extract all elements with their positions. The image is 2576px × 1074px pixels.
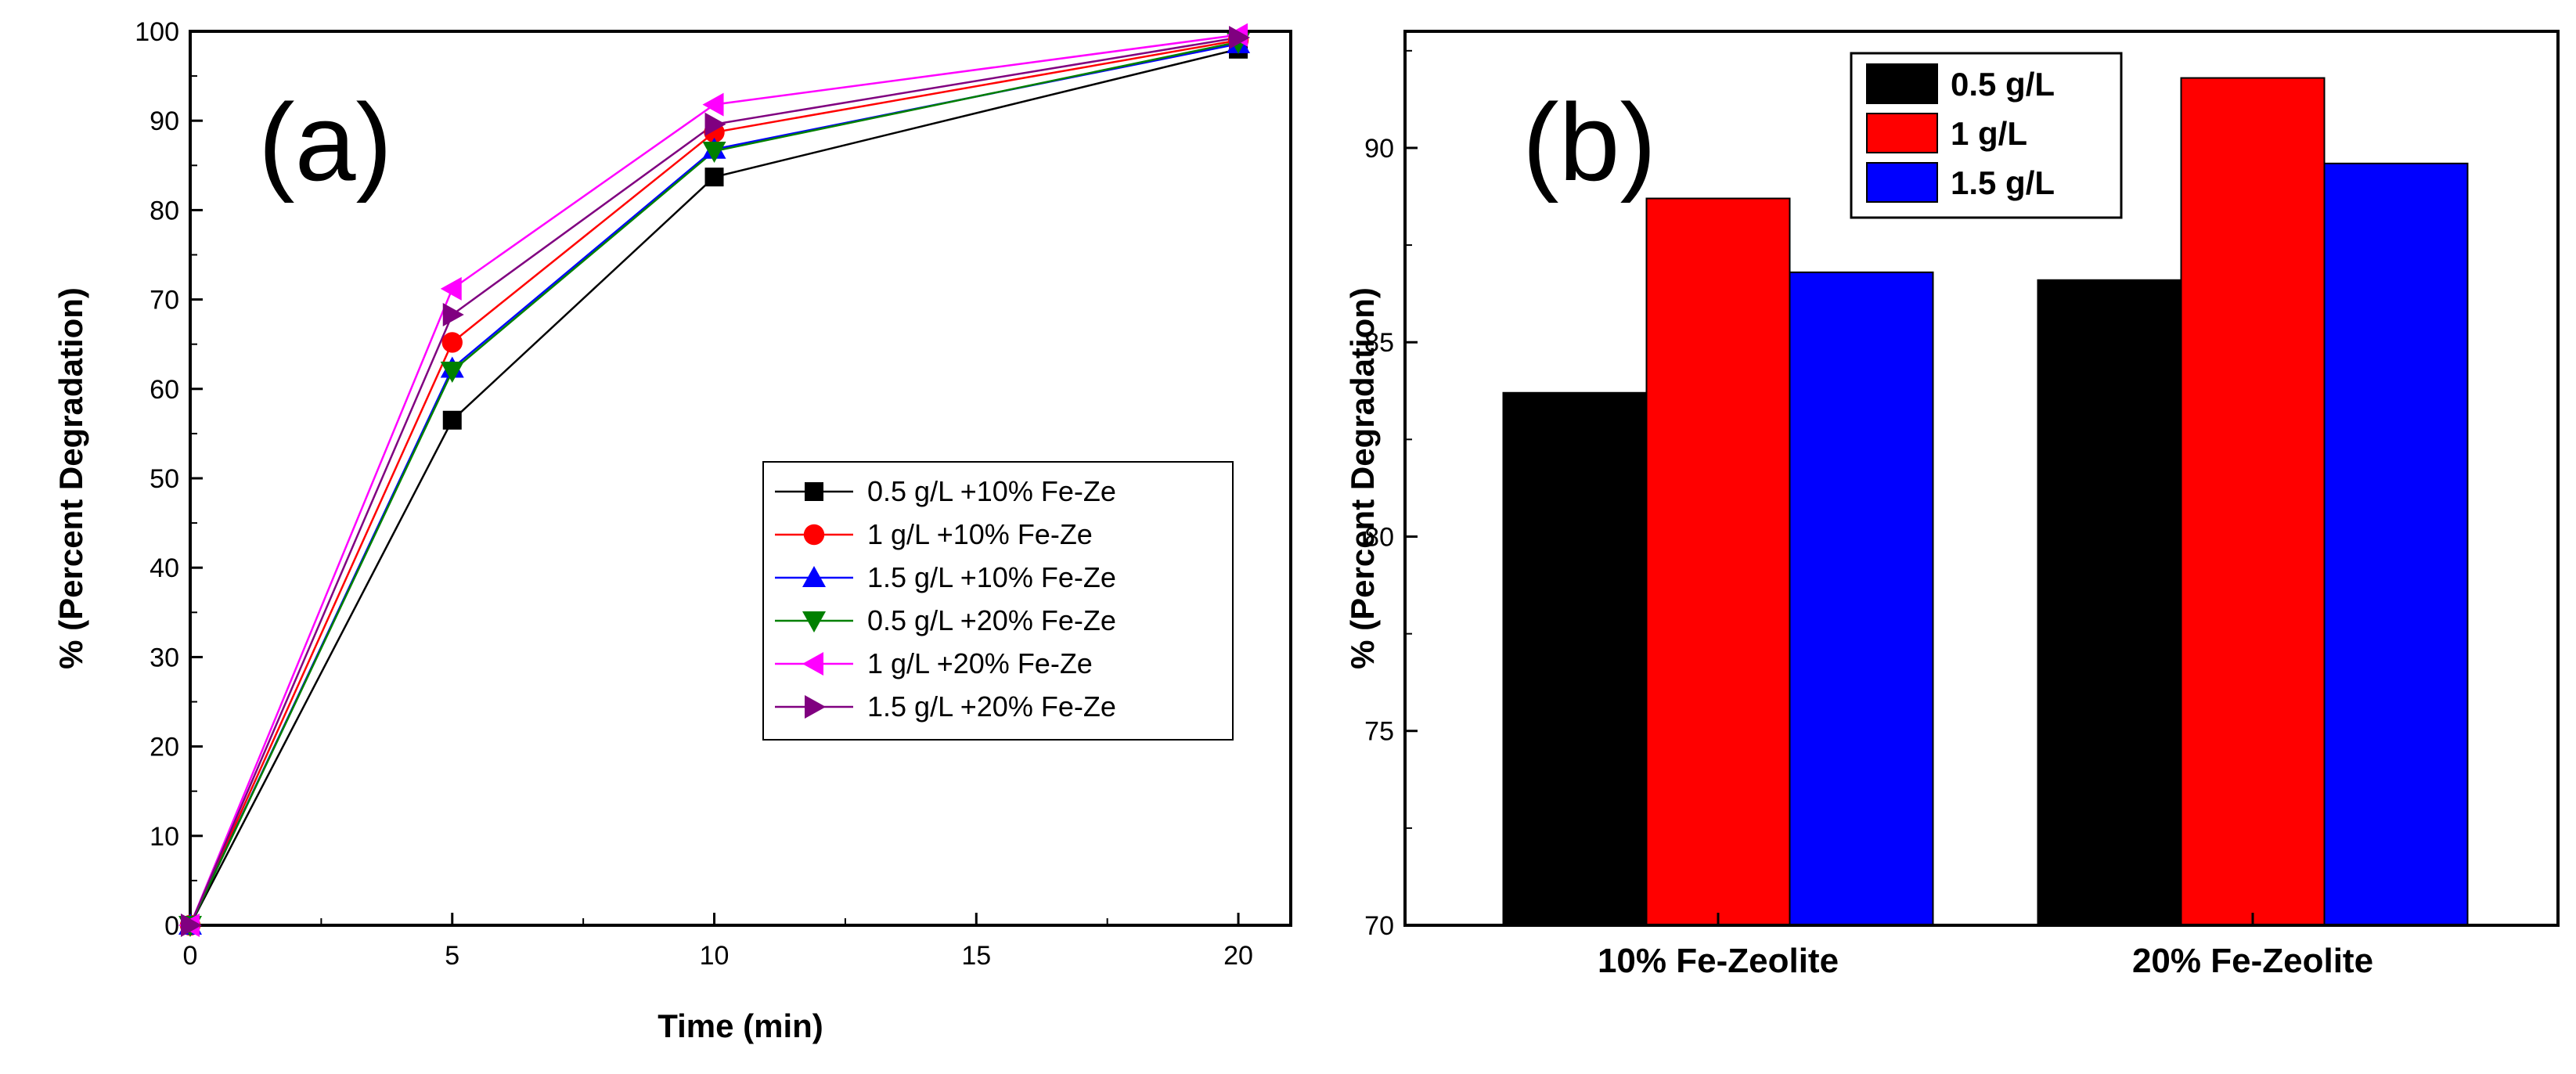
- panel-b-y-axis-label: % (Percent Degradation): [1344, 287, 1381, 669]
- panel-a-tag: (a): [258, 81, 392, 204]
- panel-a-y-tick-label: 80: [150, 196, 179, 225]
- panel-a-legend-label: 0.5 g/L +10% Fe-Ze: [867, 475, 1116, 507]
- panel-a-data-point: [704, 112, 726, 136]
- panel-b-bar: [2180, 77, 2326, 926]
- panel-a-legend-marker: [802, 611, 826, 633]
- panel-a-series-line: [189, 34, 1239, 926]
- panel-a-legend-label: 1.5 g/L +20% Fe-Ze: [867, 690, 1116, 723]
- panel-b-legend-label: 0.5 g/L: [1951, 66, 2055, 103]
- panel-b-legend-swatch: [1866, 63, 1938, 104]
- panel-b-legend-label: 1.5 g/L: [1951, 164, 2055, 201]
- panel-a-series-markers: [178, 23, 1251, 937]
- panel-a-data-point: [702, 92, 724, 117]
- panel-b-y-tick-label: 75: [1364, 717, 1394, 747]
- panel-a-y-tick-label: 30: [150, 643, 179, 672]
- panel-b-category-label: 20% Fe-Zeolite: [2132, 942, 2373, 980]
- panel-b-bar-chart: 70 75 80 85 90 10% Fe-Zeolite 20% Fe-Zeolite (…: [1344, 30, 2560, 980]
- panel-b-category-label: 10% Fe-Zeolite: [1598, 942, 1839, 980]
- panel-b-y-tick-label: 85: [1364, 328, 1394, 358]
- panel-a-legend-marker: [802, 652, 823, 676]
- panel-a-series-lines: [189, 34, 1239, 926]
- panel-b-bar: [1645, 197, 1791, 927]
- panel-a-line-chart: 0 5 10 15 20 0 10 20 30 40 50 60 70 80 90 100 (a) Time …: [52, 17, 1292, 1044]
- panel-b-legend-swatch: [1866, 162, 1938, 203]
- panel-a-axis-ticks: 0 5 10 15 20 0 10 20 30 40 50 60 70 80 90 100: [135, 17, 1253, 971]
- panel-a-series-line: [189, 48, 1239, 926]
- panel-a-legend-marker: [803, 524, 825, 546]
- panel-a-series-line: [189, 41, 1239, 926]
- panel-b-legend-swatch: [1866, 113, 1938, 153]
- panel-a-data-point: [704, 168, 724, 187]
- panel-a-x-axis-label: Time (min): [658, 1007, 823, 1044]
- panel-a-data-point: [181, 914, 202, 937]
- panel-a-y-tick-label: 100: [135, 17, 179, 47]
- panel-a-x-tick-label: 10: [700, 941, 730, 971]
- panel-a-y-axis-label: % (Percent Degradation): [52, 287, 89, 669]
- panel-a-data-point: [702, 142, 726, 164]
- panel-a-legend: 0.5 g/L +10% Fe-Ze 1 g/L +10% Fe-Ze 1.5 g/…: [762, 461, 1234, 741]
- panel-a-data-point: [441, 332, 463, 353]
- panel-a-y-tick-label: 90: [150, 106, 179, 136]
- panel-a-legend-marker: [802, 566, 826, 587]
- panel-a-data-point: [442, 410, 462, 430]
- panel-b-bar: [2323, 162, 2469, 927]
- panel-a-x-tick-label: 20: [1223, 941, 1253, 971]
- panel-a-y-tick-label: 20: [150, 733, 179, 762]
- panel-a-y-tick-label: 60: [150, 375, 179, 405]
- panel-a-legend-label: 1 g/L +20% Fe-Ze: [867, 647, 1093, 679]
- panel-a-legend-label: 0.5 g/L +20% Fe-Ze: [867, 604, 1116, 636]
- panel-a-y-tick-label: 70: [150, 286, 179, 315]
- panel-a-x-tick-label: 0: [183, 941, 198, 971]
- panel-b-bar: [1789, 271, 1934, 926]
- panel-b-bars: [1502, 77, 2469, 927]
- panel-b-tag: (b): [1522, 81, 1656, 204]
- panel-a-y-tick-label: 50: [150, 464, 179, 494]
- panel-b-legend-label: 1 g/L: [1951, 115, 2027, 152]
- panel-a-data-point: [1229, 25, 1251, 49]
- panel-b-legend: 0.5 g/L 1 g/L 1.5 g/L: [1850, 52, 2123, 219]
- panel-a-legend-marker: [805, 695, 826, 719]
- panel-b-y-tick-label: 80: [1364, 522, 1394, 552]
- panel-a-data-point: [440, 276, 462, 301]
- panel-a-data-point: [442, 303, 464, 327]
- panel-a-series-line: [189, 39, 1239, 926]
- panel-b-y-tick-label: 90: [1364, 134, 1394, 164]
- panel-a-y-tick-label: 40: [150, 553, 179, 583]
- panel-a-y-tick-label: 0: [164, 911, 179, 941]
- panel-a-legend-label: 1 g/L +10% Fe-Ze: [867, 518, 1093, 550]
- panel-b-plot-frame: [1403, 30, 2560, 927]
- panel-b-bar: [1502, 391, 1648, 927]
- panel-a-legend-box: [762, 461, 1234, 741]
- panel-a-legend-marker: [805, 482, 823, 501]
- panel-a-series-line: [189, 36, 1239, 926]
- panel-b-bar: [2037, 279, 2182, 926]
- panel-a-data-point: [440, 361, 464, 383]
- panel-b-y-tick-label: 70: [1364, 911, 1394, 941]
- panel-a-x-tick-label: 5: [445, 941, 459, 971]
- panel-b-axis-ticks: 70 75 80 85 90 10% Fe-Zeolite 20% Fe-Zeolite: [1364, 49, 2373, 980]
- panel-a-legend-label: 1.5 g/L +10% Fe-Ze: [867, 561, 1116, 593]
- panel-a-y-tick-label: 10: [150, 822, 179, 852]
- panel-a-x-tick-label: 15: [961, 941, 991, 971]
